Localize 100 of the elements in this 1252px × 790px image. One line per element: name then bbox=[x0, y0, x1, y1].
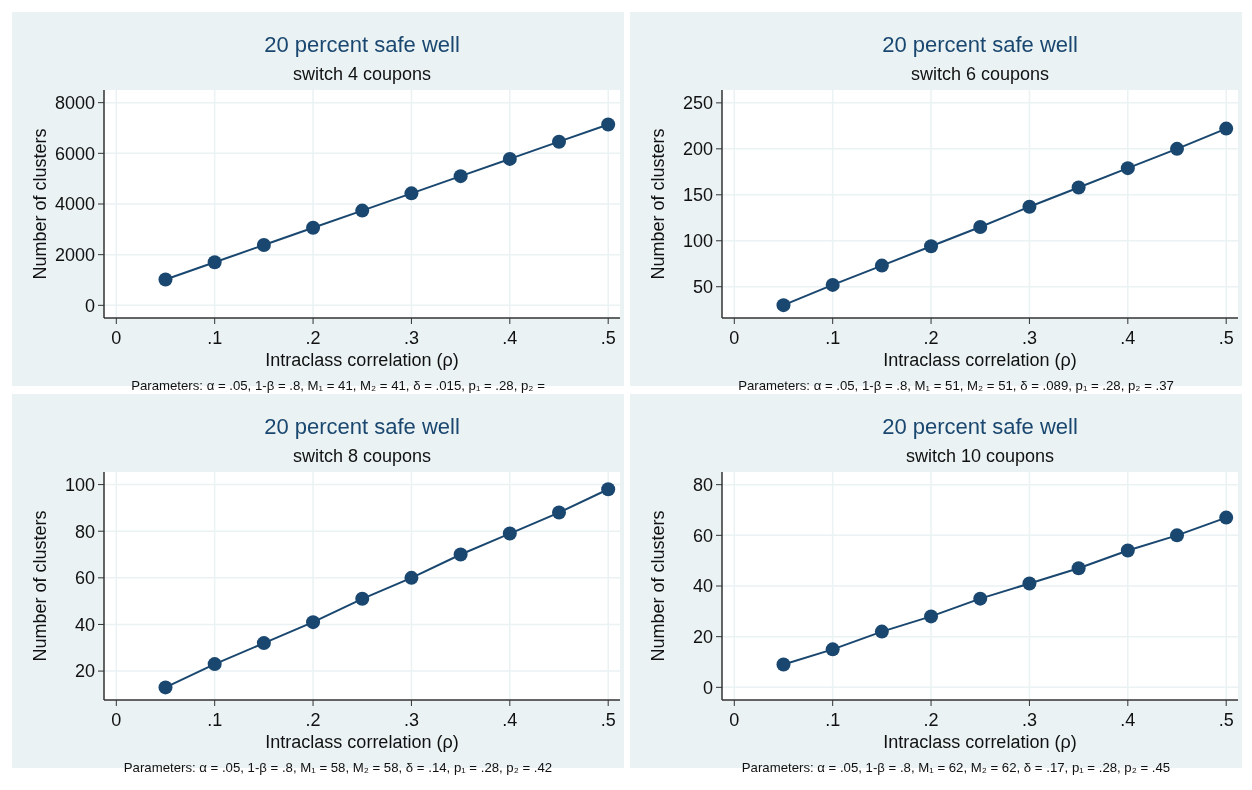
y-tick-label: 150 bbox=[682, 185, 713, 206]
x-axis-title: Intraclass correlation (ρ) bbox=[883, 732, 1077, 752]
x-tick-label: .3 bbox=[403, 710, 419, 730]
y-axis-title: Number of clusters bbox=[30, 128, 50, 280]
x-tick-label: .5 bbox=[1218, 710, 1234, 730]
x-axis-title: Intraclass correlation (ρ) bbox=[883, 350, 1077, 370]
y-axis-title: Number of clusters bbox=[648, 128, 668, 280]
y-tick-label: 0 bbox=[702, 677, 713, 698]
point bbox=[256, 238, 271, 253]
x-tick-label: .2 bbox=[923, 328, 939, 348]
y-tick-label: 60 bbox=[692, 525, 713, 546]
point bbox=[1022, 576, 1037, 591]
y-tick-label: 20 bbox=[692, 626, 713, 647]
point bbox=[552, 134, 567, 149]
y-tick-label: 100 bbox=[682, 231, 713, 252]
point bbox=[207, 657, 222, 672]
text: Parameters: α = .05, 1-β = .8, M₁ = 41, M₂ = 41, δ = .015, p₁ = .28, p₂ = bbox=[131, 378, 546, 393]
point bbox=[1120, 543, 1135, 558]
x-tick-label: .4 bbox=[1120, 710, 1136, 730]
x-tick-label: .5 bbox=[600, 710, 616, 730]
y-tick-label: 80 bbox=[74, 521, 95, 542]
chart-title: 20 percent safe well bbox=[882, 32, 1078, 57]
point bbox=[973, 219, 988, 234]
point bbox=[825, 642, 840, 657]
x-tick-label: .2 bbox=[923, 710, 939, 730]
point bbox=[453, 169, 468, 184]
x-tick-label: 0 bbox=[111, 710, 122, 730]
point bbox=[306, 615, 321, 630]
y-axis-title: Number of clusters bbox=[648, 510, 668, 662]
chart-subtitle: switch 8 coupons bbox=[292, 446, 432, 466]
x-tick-label: .4 bbox=[502, 710, 518, 730]
y-tick-label: 8000 bbox=[54, 92, 95, 113]
point bbox=[158, 272, 173, 287]
point bbox=[552, 505, 567, 520]
point bbox=[776, 657, 791, 672]
point bbox=[874, 258, 889, 273]
y-tick-label: 6000 bbox=[54, 143, 95, 164]
x-tick-label: .1 bbox=[825, 328, 841, 348]
x-tick-label: .1 bbox=[207, 710, 223, 730]
point bbox=[404, 570, 419, 585]
point bbox=[306, 220, 321, 235]
chart-subtitle: switch 6 coupons bbox=[910, 64, 1050, 84]
chart-title: 20 percent safe well bbox=[882, 414, 1078, 439]
point bbox=[502, 526, 517, 541]
y-tick-label: 80 bbox=[692, 474, 713, 495]
y-tick-label: 2000 bbox=[54, 244, 95, 265]
y-tick-label: 100 bbox=[64, 474, 95, 495]
chart-subtitle: switch 4 coupons bbox=[292, 64, 432, 84]
x-tick-label: 0 bbox=[729, 710, 740, 730]
point bbox=[453, 547, 468, 562]
x-tick-label: .1 bbox=[207, 328, 223, 348]
point bbox=[502, 151, 517, 166]
text: Parameters: α = .05, 1-β = .8, M₁ = 51, M₂ = 51, δ = .089, p₁ = .28, p₂ = .37 bbox=[738, 378, 1174, 393]
x-tick-label: .3 bbox=[1021, 328, 1037, 348]
point bbox=[1170, 528, 1185, 543]
point bbox=[874, 624, 889, 639]
text: Parameters: α = .05, 1-β = .8, M₁ = 58, M₂ = 58, δ = .14, p₁ = .28, p₂ = .42 bbox=[123, 760, 553, 775]
point bbox=[1170, 141, 1185, 156]
point bbox=[1071, 180, 1086, 195]
point bbox=[355, 203, 370, 218]
point bbox=[776, 298, 791, 313]
point bbox=[1120, 161, 1135, 176]
point bbox=[924, 239, 939, 254]
chart-title: 20 percent safe well bbox=[264, 32, 460, 57]
point bbox=[924, 609, 939, 624]
point bbox=[1022, 199, 1037, 214]
point bbox=[1071, 561, 1086, 576]
text: Parameters: α = .05, 1-β = .8, M₁ = 62, M₂ = 62, δ = .17, p₁ = .28, p₂ = .45 bbox=[741, 760, 1171, 775]
point bbox=[601, 117, 616, 132]
point bbox=[1219, 121, 1234, 136]
y-tick-label: 200 bbox=[682, 139, 713, 160]
y-tick-label: 0 bbox=[84, 295, 95, 316]
y-tick-label: 60 bbox=[74, 568, 95, 589]
point bbox=[158, 680, 173, 695]
x-axis-title: Intraclass correlation (ρ) bbox=[265, 732, 459, 752]
point bbox=[207, 255, 222, 270]
point bbox=[973, 591, 988, 606]
x-tick-label: .4 bbox=[502, 328, 518, 348]
y-tick-label: 50 bbox=[692, 277, 713, 298]
x-tick-label: .5 bbox=[600, 328, 616, 348]
point bbox=[601, 482, 616, 497]
point bbox=[1219, 510, 1234, 525]
y-tick-label: 40 bbox=[692, 576, 713, 597]
x-tick-label: .3 bbox=[1021, 710, 1037, 730]
x-tick-label: .1 bbox=[825, 710, 841, 730]
chart-title: 20 percent safe well bbox=[264, 414, 460, 439]
x-tick-label: .4 bbox=[1120, 328, 1136, 348]
y-tick-label: 20 bbox=[74, 661, 95, 682]
x-tick-label: 0 bbox=[111, 328, 122, 348]
x-tick-label: .5 bbox=[1218, 328, 1234, 348]
y-tick-label: 4000 bbox=[54, 194, 95, 215]
x-tick-label: .2 bbox=[305, 328, 321, 348]
point bbox=[825, 277, 840, 292]
point bbox=[404, 186, 419, 201]
chart-subtitle: switch 10 coupons bbox=[905, 446, 1055, 466]
x-axis-title: Intraclass correlation (ρ) bbox=[265, 350, 459, 370]
y-tick-label: 40 bbox=[74, 614, 95, 635]
x-tick-label: .3 bbox=[403, 328, 419, 348]
y-tick-label: 250 bbox=[682, 93, 713, 114]
y-axis-title: Number of clusters bbox=[30, 510, 50, 662]
